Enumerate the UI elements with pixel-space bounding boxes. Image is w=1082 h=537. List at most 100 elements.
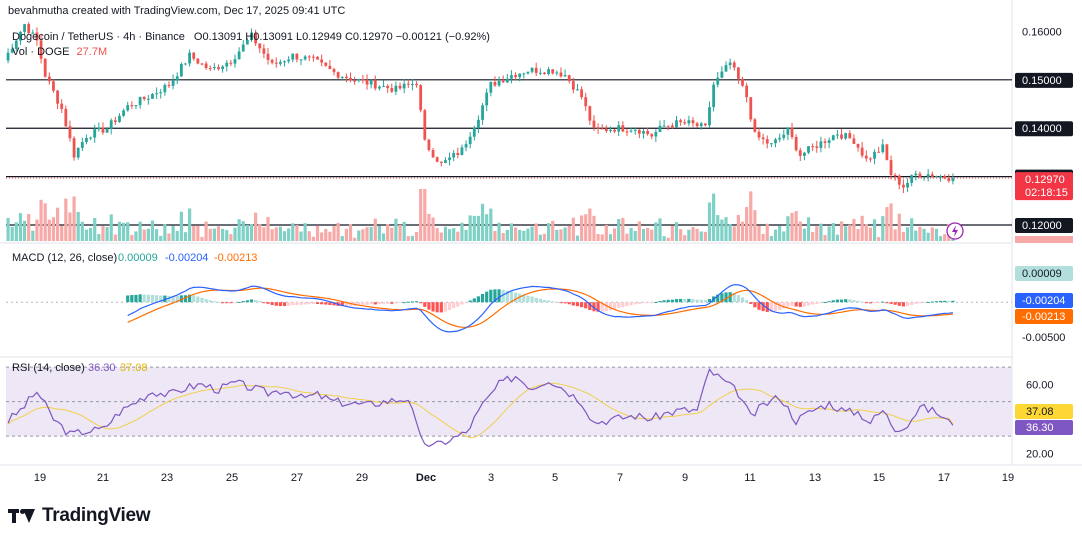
candle [109,120,113,129]
candle [902,184,905,188]
candle [592,120,596,128]
volume-bar [670,225,674,241]
volume-bar [126,222,130,241]
time-axis-label: 19 [34,472,46,484]
macd-histogram-bar [146,294,150,303]
candle [860,147,864,156]
candle [670,125,674,128]
volume-bar [538,234,542,241]
candle [303,56,307,60]
candle [361,79,365,81]
volume-bar [646,227,650,241]
macd-histogram-bar [126,295,130,303]
volume-bar [117,221,122,241]
volume-bar [559,229,563,241]
candle [427,139,431,151]
candle [757,131,761,138]
candle [415,83,418,86]
candle [274,62,278,64]
candle [555,72,559,74]
macd-histogram-bar [344,302,349,307]
price-axis-label: 0.16000 [1022,26,1062,38]
macd-histogram-bar [497,289,501,303]
candle [481,105,484,120]
volume-bar [328,231,332,241]
volume-bar [138,221,142,241]
candle [798,150,802,156]
candle [753,119,757,132]
candle [456,152,460,156]
volume-bar [348,224,353,241]
macd-histogram-bar [584,302,588,309]
rsi-axis-label: 20.00 [1026,448,1054,460]
volume-bar [773,229,778,241]
candle [184,63,187,65]
macd-histogram-bar [811,302,815,305]
macd-histogram-bar [443,302,448,312]
volume-bar [679,229,683,241]
volume-bar [315,225,320,241]
macd-histogram-bar [827,301,831,303]
candle [167,84,171,86]
macd-histogram-bar [439,302,443,313]
macd-histogram-bar [138,294,142,303]
macd-histogram-bar [588,302,592,311]
candle [320,59,324,63]
volume-bar [130,235,134,241]
candle [419,85,423,111]
macd-histogram-bar [575,302,580,307]
candle [749,97,753,120]
volume-bar [287,228,291,241]
macd-histogram-bar [464,302,468,304]
volume-bar [753,210,757,241]
volume-bar [282,231,287,241]
macd-histogram-bar [646,302,650,304]
candle [613,129,616,132]
volume-bar [344,228,349,241]
volume-bar [848,224,852,241]
candle [200,63,204,65]
candle [869,158,872,160]
volume-bar [258,224,262,241]
volume-bar [93,217,97,241]
macd-histogram-bar [662,300,666,303]
macd-histogram-bar [716,294,720,303]
candle [101,127,105,133]
volume-bar [35,219,39,241]
macd-histogram-bar [910,302,914,305]
macd-histogram-bar [600,302,604,312]
candle [551,69,555,74]
volume-bar [274,227,278,241]
candle [543,72,546,75]
candle [625,131,629,133]
volume-bar [427,213,431,241]
volume-bar [196,225,200,241]
volume-bar [695,228,699,241]
macd-histogram-bar [357,302,361,306]
macd-histogram-bar [476,296,481,303]
volume-bar [934,228,939,241]
volume-bar [914,230,918,241]
macd-histogram-bar [852,300,856,303]
candle [547,69,550,75]
macd-histogram-bar [658,300,662,303]
volume-bar [839,221,844,241]
volume-bar [769,235,773,241]
macd-histogram-bar [414,301,419,303]
volume-bars-group [6,189,955,241]
signal-line [127,287,953,328]
candle [600,128,604,130]
candle [827,140,831,143]
volume-bar [716,215,720,241]
volume-bar [254,212,258,241]
macd-histogram-bar [901,302,906,307]
macd-histogram-bar [687,298,691,303]
volume-bar [584,214,588,241]
volume-bar [943,234,947,241]
macd-histogram-bar [266,302,270,304]
volume-bar [938,236,943,241]
volume-bar [431,217,435,241]
candle [514,75,517,78]
volume-bar [658,218,662,241]
